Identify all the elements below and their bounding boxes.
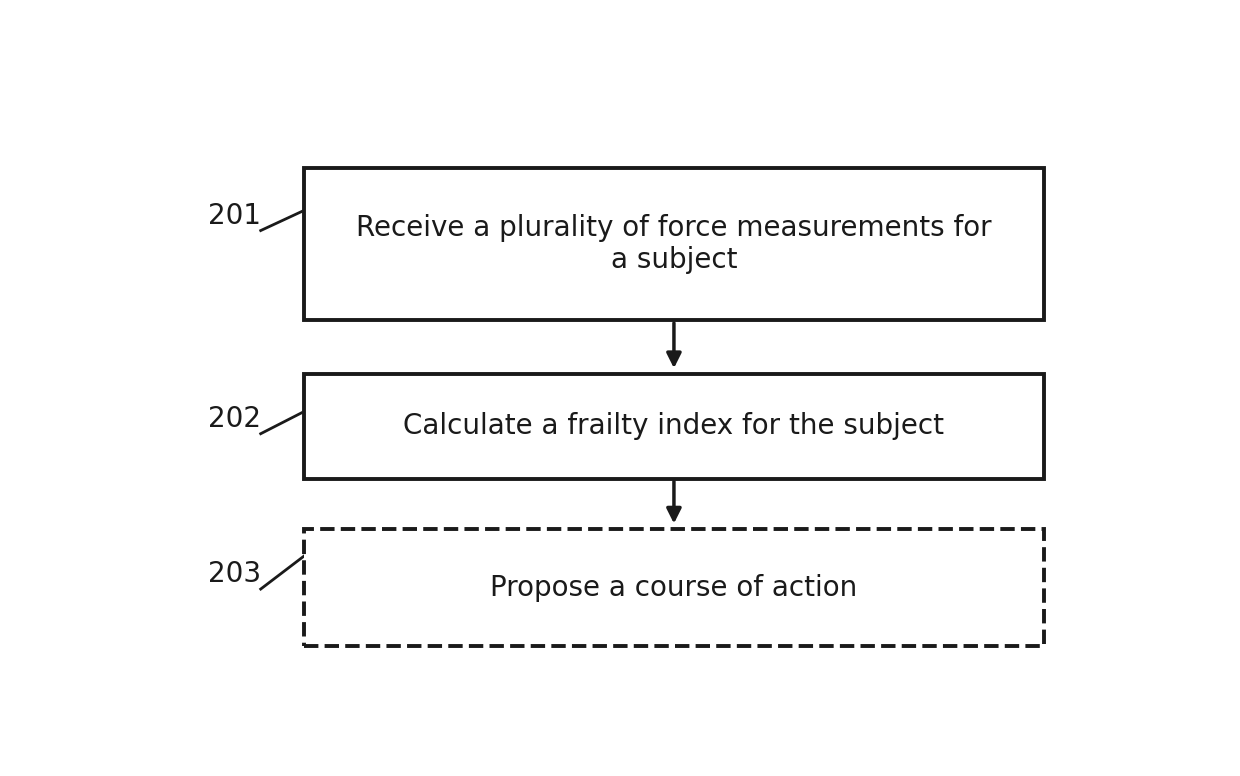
- Text: Calculate a frailty index for the subject: Calculate a frailty index for the subjec…: [403, 412, 945, 440]
- FancyBboxPatch shape: [304, 529, 1044, 646]
- Text: 202: 202: [208, 405, 260, 433]
- Text: Propose a course of action: Propose a course of action: [490, 573, 858, 601]
- FancyBboxPatch shape: [304, 168, 1044, 320]
- Text: Receive a plurality of force measurements for
a subject: Receive a plurality of force measurement…: [356, 214, 992, 274]
- FancyBboxPatch shape: [304, 374, 1044, 479]
- Text: 201: 201: [208, 202, 260, 230]
- Text: 203: 203: [208, 560, 260, 588]
